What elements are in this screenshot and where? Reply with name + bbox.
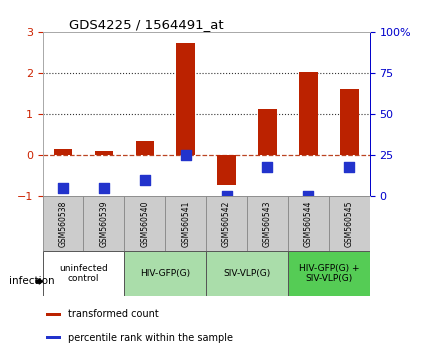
Text: GSM560541: GSM560541 (181, 201, 190, 247)
Text: HIV-GFP(G) +
SIV-VLP(G): HIV-GFP(G) + SIV-VLP(G) (299, 264, 359, 283)
Bar (206, 251, 288, 296)
Text: transformed count: transformed count (68, 309, 159, 320)
Text: GSM560545: GSM560545 (345, 201, 354, 247)
Text: GSM560544: GSM560544 (304, 201, 313, 247)
Bar (95, 151, 113, 155)
Point (264, 164, 271, 170)
Bar (288, 251, 370, 296)
Bar (340, 90, 359, 155)
Bar (176, 44, 195, 155)
Text: GSM560539: GSM560539 (99, 201, 108, 247)
Text: GSM560538: GSM560538 (59, 201, 68, 247)
Bar (206, 196, 247, 251)
Bar (165, 196, 206, 251)
Text: GSM560542: GSM560542 (222, 201, 231, 247)
Text: HIV-GFP(G): HIV-GFP(G) (140, 269, 190, 278)
Point (223, 194, 230, 199)
Text: GSM560543: GSM560543 (263, 201, 272, 247)
Bar (258, 109, 277, 155)
Text: GDS4225 / 1564491_at: GDS4225 / 1564491_at (69, 18, 223, 31)
Point (60, 185, 66, 191)
Point (305, 194, 312, 199)
Bar (124, 251, 206, 296)
Text: uninfected
control: uninfected control (59, 264, 108, 283)
Point (346, 164, 353, 170)
Point (182, 153, 189, 158)
Bar (42, 196, 83, 251)
Bar (329, 196, 370, 251)
Bar (83, 196, 124, 251)
Bar (217, 155, 236, 185)
Bar (247, 196, 288, 251)
Bar (54, 149, 72, 155)
Bar (124, 196, 165, 251)
Text: percentile rank within the sample: percentile rank within the sample (68, 332, 233, 343)
Text: SIV-VLP(G): SIV-VLP(G) (224, 269, 271, 278)
Bar (299, 72, 317, 155)
Bar (42, 251, 124, 296)
Text: GSM560540: GSM560540 (140, 201, 149, 247)
Bar (288, 196, 329, 251)
Bar (136, 141, 154, 155)
Point (142, 177, 148, 183)
Bar (46, 313, 61, 316)
Point (100, 185, 107, 191)
Text: infection: infection (8, 276, 54, 286)
Bar (46, 336, 61, 339)
